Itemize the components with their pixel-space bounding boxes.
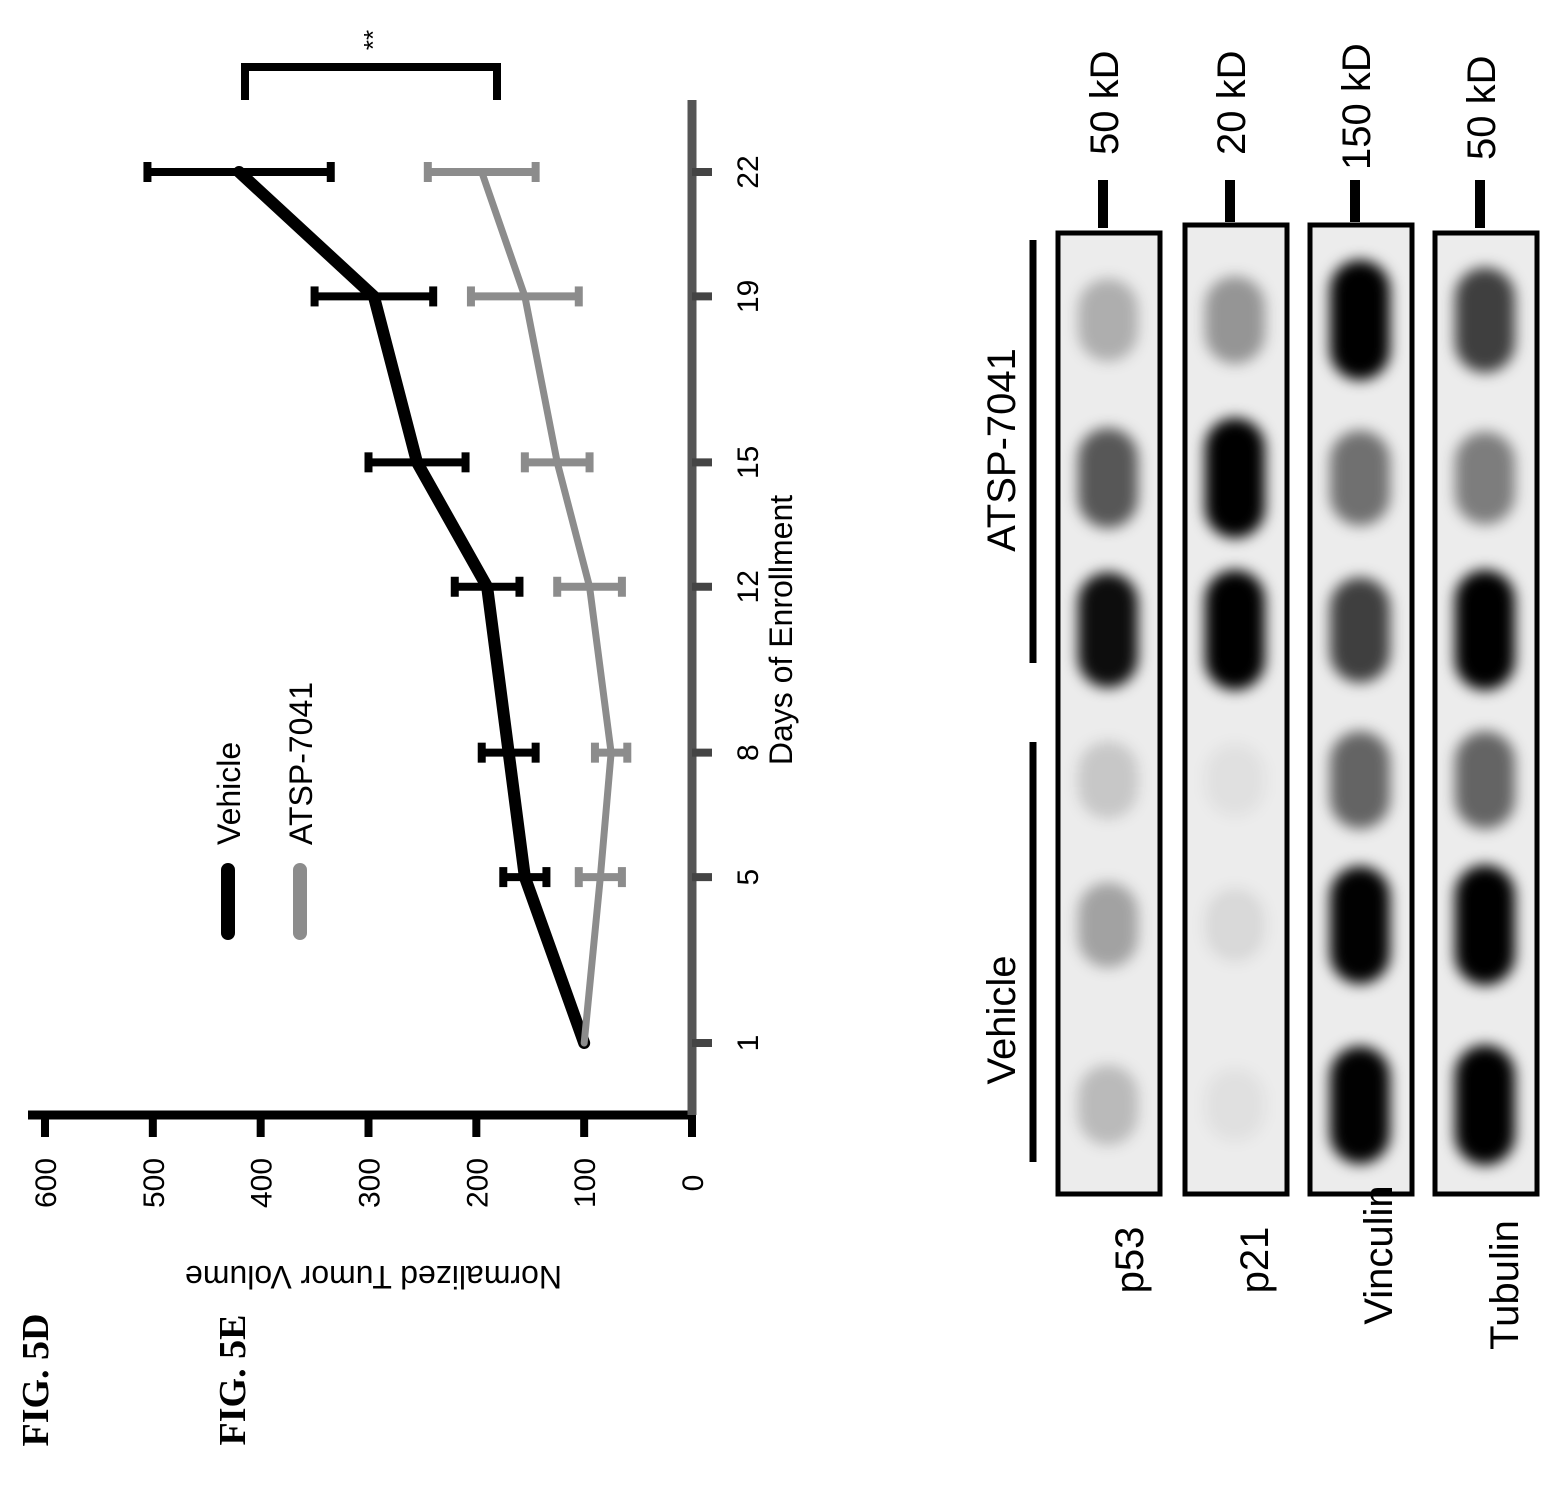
significance-marker: ** bbox=[358, 30, 388, 50]
blot-band bbox=[1455, 1045, 1515, 1165]
legend-label: ATSP-7041 bbox=[283, 682, 319, 845]
x-tick-label: 15 bbox=[732, 446, 765, 479]
legend-item: Vehicle bbox=[211, 742, 247, 940]
blot-band bbox=[1205, 743, 1265, 817]
blot-band bbox=[1078, 278, 1138, 362]
blot-bands bbox=[1078, 278, 1138, 1145]
x-tick-label: 19 bbox=[732, 280, 765, 313]
blot-band bbox=[1078, 882, 1138, 968]
blot-panel bbox=[1435, 233, 1537, 1194]
x-tick-label: 8 bbox=[732, 744, 765, 761]
figure-5d-label: FIG. 5D bbox=[15, 1314, 57, 1447]
blot-band bbox=[1205, 276, 1265, 364]
blot-band bbox=[1330, 1046, 1390, 1164]
figure-5e-label: FIG. 5E bbox=[212, 1315, 254, 1446]
blot-row-p53: p53 50 kD bbox=[1055, 51, 1163, 1294]
blot-group-labels: Vehicle ATSP-7041 bbox=[980, 240, 1037, 1162]
blot-panel bbox=[1310, 225, 1412, 1194]
blot-band bbox=[1455, 267, 1515, 373]
significance-bracket: ** bbox=[241, 30, 501, 100]
blot-panel-border bbox=[1432, 230, 1540, 1197]
y-tick-label: 0 bbox=[677, 1175, 710, 1192]
blot-band bbox=[1205, 418, 1265, 538]
blot-row-tubulin: Tubulin 50 kD bbox=[1432, 56, 1540, 1350]
protein-label: p53 bbox=[1108, 1227, 1152, 1294]
blot-band bbox=[1455, 570, 1515, 690]
chart-legend: Vehicle ATSP-7041 bbox=[211, 682, 319, 940]
size-marker: 50 kD bbox=[1460, 56, 1504, 161]
blot-band bbox=[1330, 731, 1390, 829]
blot-band bbox=[1330, 577, 1390, 683]
size-marker: 20 kD bbox=[1210, 51, 1254, 156]
bracket-line bbox=[241, 63, 501, 100]
blot-band bbox=[1455, 431, 1515, 525]
x-tick-label: 5 bbox=[732, 869, 765, 886]
y-tick-label: 100 bbox=[569, 1158, 602, 1208]
western-blot: Vehicle ATSP-7041 p53 50 kD p21 20 kD Vinculi… bbox=[980, 43, 1540, 1350]
series-atsp-7041 bbox=[423, 162, 632, 1047]
blot-bands bbox=[1330, 260, 1390, 1164]
y-tick-label: 600 bbox=[30, 1158, 63, 1208]
blot-band bbox=[1330, 260, 1390, 380]
blot-band bbox=[1205, 888, 1265, 962]
y-tick-label: 200 bbox=[461, 1158, 494, 1208]
x-tick-label: 1 bbox=[732, 1035, 765, 1052]
x-tick-label: 22 bbox=[732, 155, 765, 188]
series-vehicle bbox=[143, 162, 591, 1049]
x-axis-label: Days of Enrollment bbox=[763, 495, 799, 765]
protein-label: Vinculin bbox=[1357, 1185, 1401, 1324]
y-tick-label: 300 bbox=[354, 1158, 387, 1208]
size-marker: 150 kD bbox=[1335, 43, 1379, 170]
blot-panel bbox=[1058, 233, 1160, 1194]
blot-panel-border bbox=[1055, 230, 1163, 1197]
blot-group: Vehicle bbox=[980, 742, 1037, 1162]
blot-band bbox=[1078, 572, 1138, 688]
blot-band bbox=[1078, 741, 1138, 819]
blot-band bbox=[1205, 570, 1265, 690]
y-axis-label: Normalized Tumor Volume bbox=[185, 1259, 562, 1295]
y-tick-label: 400 bbox=[246, 1158, 279, 1208]
blot-bands bbox=[1455, 267, 1515, 1165]
blot-band bbox=[1078, 428, 1138, 528]
blot-band bbox=[1455, 731, 1515, 829]
y-axis-ticks: 0 100 200 300 400 500 600 bbox=[30, 1115, 710, 1208]
group-label: ATSP-7041 bbox=[980, 348, 1024, 552]
series-line bbox=[478, 168, 615, 1047]
legend-label: Vehicle bbox=[211, 742, 247, 845]
legend-item: ATSP-7041 bbox=[283, 682, 319, 940]
group-label: Vehicle bbox=[980, 956, 1024, 1085]
blot-group: ATSP-7041 bbox=[980, 240, 1037, 663]
blot-bands bbox=[1205, 276, 1265, 1142]
x-tick-label: 12 bbox=[732, 570, 765, 603]
size-marker: 50 kD bbox=[1083, 51, 1127, 156]
protein-label: Tubulin bbox=[1483, 1220, 1527, 1350]
blot-panel-border bbox=[1307, 222, 1415, 1197]
series-line bbox=[233, 166, 591, 1049]
blot-band bbox=[1330, 430, 1390, 526]
blot-row-p21: p21 20 kD bbox=[1182, 51, 1290, 1294]
blot-row-vinculin: Vinculin 150 kD bbox=[1307, 43, 1415, 1325]
blot-rows: p53 50 kD p21 20 kD Vinculin 150 kD Tubulin 50 … bbox=[1055, 43, 1540, 1350]
blot-panel-border bbox=[1182, 222, 1290, 1197]
series-layer bbox=[143, 162, 632, 1049]
y-tick-label: 500 bbox=[138, 1158, 171, 1208]
blot-band bbox=[1078, 1065, 1138, 1145]
blot-band bbox=[1205, 1068, 1265, 1142]
protein-label: p21 bbox=[1233, 1227, 1277, 1294]
blot-band bbox=[1330, 866, 1390, 984]
blot-panel bbox=[1185, 225, 1287, 1194]
blot-band bbox=[1455, 865, 1515, 985]
